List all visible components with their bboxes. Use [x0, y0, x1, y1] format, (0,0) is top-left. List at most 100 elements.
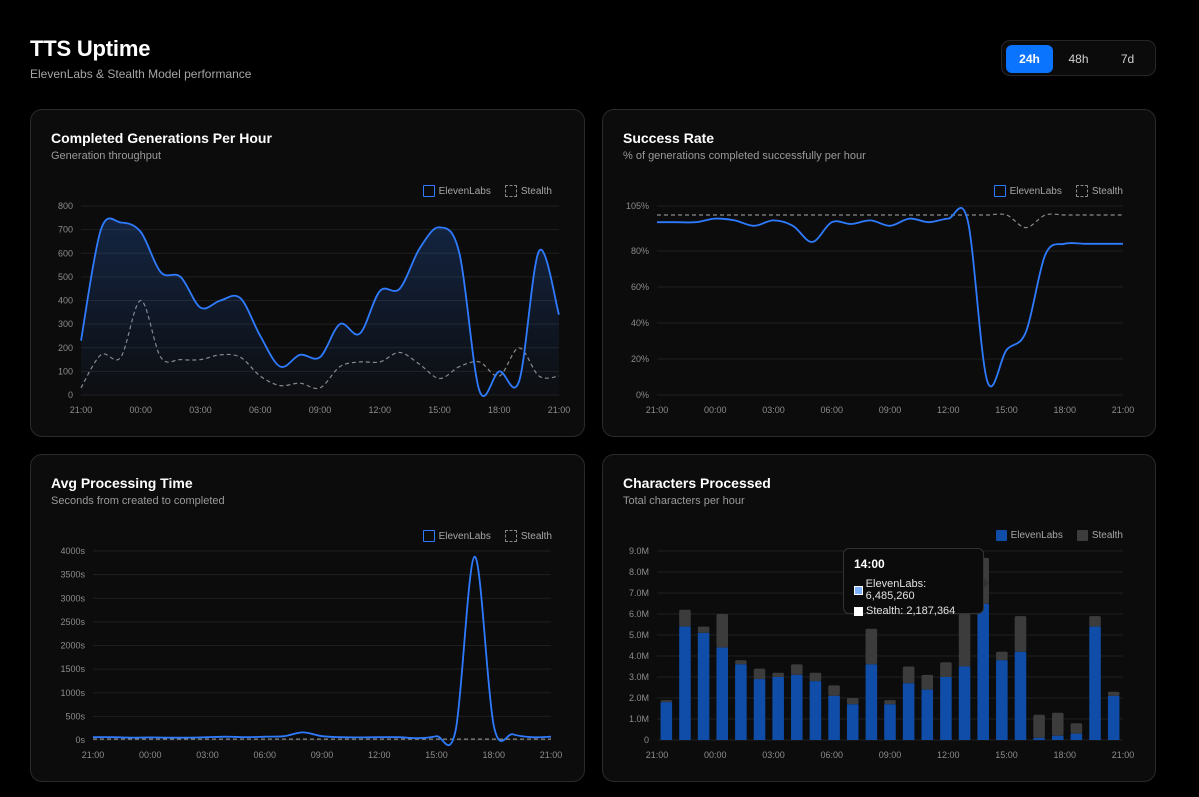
y-tick-label: 8.0M — [629, 567, 649, 577]
bar-elevenlabs — [772, 677, 784, 740]
legend-item-elevenlabs[interactable]: ElevenLabs — [422, 530, 491, 542]
series-area-elevenlabs — [81, 218, 559, 397]
x-tick-label: 12:00 — [368, 405, 391, 415]
card-subtitle: % of generations completed successfully … — [623, 150, 866, 162]
y-tick-label: 60% — [631, 282, 649, 292]
tooltip-swatch-stealth — [854, 606, 863, 616]
y-tick-label: 20% — [631, 354, 649, 364]
y-tick-label: 0 — [68, 390, 73, 400]
y-tick-label: 3.0M — [629, 672, 649, 682]
bar-elevenlabs — [697, 632, 710, 740]
bar-stealth — [735, 660, 747, 665]
series-line-stealth — [656, 213, 1123, 229]
y-tick-label: 7.0M — [629, 588, 649, 598]
legend-label-stealth: Stealth — [520, 530, 552, 542]
y-tick-label: 1000s — [60, 688, 85, 698]
x-tick-label: 03:00 — [189, 405, 212, 415]
bar-elevenlabs — [884, 704, 896, 740]
x-tick-label: 15:00 — [995, 750, 1018, 760]
bar-elevenlabs — [977, 603, 989, 740]
avg-processing-time-chart: 0s 500s 1000s 1500s 2000s 2500s 3000s 3500s 4000… — [60, 546, 562, 760]
x-tick-label: 06:00 — [249, 405, 272, 415]
bar-stealth — [996, 651, 1008, 661]
legend-item-elevenlabs[interactable]: ElevenLabs — [995, 530, 1063, 541]
y-tick-label: 3000s — [60, 593, 85, 603]
legend: ElevenLabs Stealth — [422, 185, 552, 197]
tooltip-value-elevenlabs: ElevenLabs: 6,485,260 — [865, 578, 927, 602]
range-48h-button[interactable]: 48h — [1068, 52, 1089, 66]
legend-item-elevenlabs[interactable]: ElevenLabs — [422, 185, 491, 197]
legend-swatch-elevenlabs — [422, 185, 435, 197]
y-tick-label: 3500s — [60, 570, 85, 580]
bar-stealth — [1033, 714, 1045, 738]
range-24h-button[interactable]: 24h — [1006, 45, 1053, 73]
bar-stealth — [809, 672, 822, 682]
y-tick-label: 2000s — [60, 641, 85, 651]
y-tick-label: 1.0M — [629, 714, 649, 724]
legend-item-elevenlabs[interactable]: ElevenLabs — [993, 185, 1062, 197]
card-title: Completed Generations Per Hour — [51, 130, 272, 146]
y-tick-label: 400 — [58, 296, 73, 306]
success-rate-card: Success Rate % of generations completed … — [602, 109, 1156, 437]
y-tick-label: 500s — [65, 711, 85, 721]
series-line-stealth — [80, 299, 560, 390]
legend-item-stealth[interactable]: Stealth — [1076, 530, 1123, 541]
bar-stealth — [660, 700, 673, 703]
bar-elevenlabs — [1070, 733, 1083, 740]
legend-swatch-stealth — [504, 530, 517, 542]
y-tick-label: 300 — [58, 319, 73, 329]
legend-item-stealth[interactable]: Stealth — [504, 530, 552, 542]
bar-elevenlabs — [902, 683, 915, 740]
series-line-elevenlabs — [92, 555, 552, 747]
legend-swatch-elevenlabs — [422, 530, 435, 542]
x-tick-label: 18:00 — [488, 405, 511, 415]
x-tick-label: 09:00 — [309, 405, 332, 415]
x-tick-label: 21:00 — [82, 750, 105, 760]
x-tick-label: 03:00 — [762, 405, 785, 415]
y-tick-label: 500 — [58, 272, 73, 282]
bar-elevenlabs — [716, 647, 729, 740]
x-tick-label: 03:00 — [762, 750, 785, 760]
bar-stealth — [828, 685, 840, 696]
x-tick-label: 06:00 — [253, 750, 276, 760]
bar-stealth — [772, 672, 784, 677]
bar-stealth — [1107, 691, 1120, 696]
y-tick-label: 100 — [58, 366, 73, 376]
legend-label-elevenlabs: ElevenLabs — [438, 185, 491, 197]
x-tick-label: 00:00 — [704, 405, 727, 415]
y-tick-label: 80% — [631, 246, 649, 256]
tooltip-row-stealth: Stealth: 2,187,364 — [854, 605, 973, 617]
bar-elevenlabs — [660, 702, 673, 740]
range-7d-button[interactable]: 7d — [1120, 52, 1135, 66]
legend-item-stealth[interactable]: Stealth — [504, 185, 552, 197]
bar-elevenlabs — [846, 704, 859, 740]
tooltip-arrow — [983, 577, 989, 589]
y-tick-label: 1500s — [60, 664, 85, 674]
bar-stealth — [1051, 712, 1064, 736]
y-tick-label: 4000s — [60, 546, 85, 556]
x-tick-label: 18:00 — [482, 750, 505, 760]
legend: ElevenLabs Stealth — [995, 530, 1123, 541]
legend-swatch-stealth — [1076, 530, 1088, 541]
y-tick-label: 800 — [58, 201, 73, 211]
bar-elevenlabs — [865, 664, 878, 740]
x-tick-label: 12:00 — [368, 750, 391, 760]
bar-elevenlabs — [940, 677, 952, 740]
x-tick-label: 06:00 — [820, 750, 843, 760]
legend-swatch-elevenlabs — [995, 530, 1007, 541]
bar-stealth — [902, 666, 915, 684]
card-title: Success Rate — [623, 130, 715, 146]
tooltip-title: 14:00 — [854, 557, 885, 571]
bar-stealth — [679, 609, 691, 627]
completed-generations-chart: 0 100 200 300 400 500 600 700 800 21:00 00:00 03:00… — [58, 201, 570, 415]
legend-label-elevenlabs: ElevenLabs — [438, 530, 491, 542]
legend-item-stealth[interactable]: Stealth — [1075, 185, 1123, 197]
legend-label-stealth: Stealth — [1091, 530, 1123, 541]
bar-elevenlabs — [735, 664, 747, 740]
characters-processed-card: Characters Processed Total characters pe… — [602, 454, 1156, 782]
success-rate-chart: 0% 20% 40% 60% 80% 105% 21:00 00:00 03:00 06:00 09… — [626, 201, 1134, 415]
x-tick-label: 00:00 — [139, 750, 162, 760]
legend: ElevenLabs Stealth — [993, 185, 1123, 197]
y-tick-label: 0s — [75, 735, 85, 745]
characters-processed-chart: 0 1.0M 2.0M 3.0M 4.0M 5.0M 6.0M 7.0M 8.0M 9.0M 21:… — [629, 546, 1134, 760]
